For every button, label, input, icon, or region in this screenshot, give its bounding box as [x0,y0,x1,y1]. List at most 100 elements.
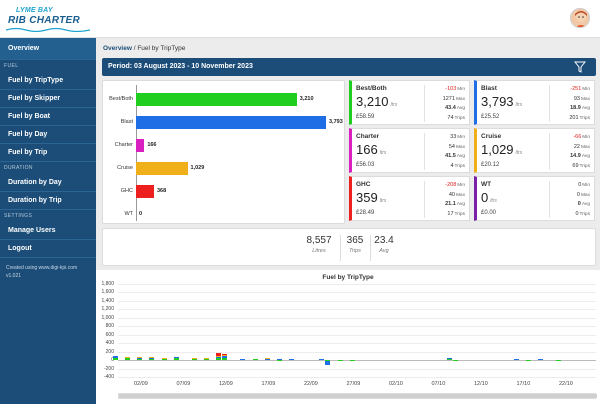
day-bar-segment[interactable] [204,358,210,361]
summary-panel: 8,557 Litres 365 Trips 23.4 Avg [102,228,596,266]
day-bar-segment[interactable] [173,356,179,358]
stat-max-value: 1271 [442,95,455,102]
day-bar-segment[interactable] [222,356,228,358]
stat-trips-label: Trips [454,115,465,121]
day-bar-segment[interactable] [252,359,258,361]
stat-min-value: -208 [445,182,457,188]
day-bar-segment[interactable] [216,358,222,361]
day-bar-segment[interactable] [204,357,210,359]
day-bar-segment[interactable] [325,360,331,362]
day-bar-segment[interactable] [149,357,155,359]
day-bar-segment[interactable] [216,353,222,356]
stat-max: 40Max [445,191,465,201]
sidebar-item-manage-users[interactable]: Manage Users [0,222,96,240]
stat-min-label: Min [457,87,465,92]
kpi-card-ghc[interactable]: GHC 359 ltrs £28.49 -208Min 40Max 21.1Avg 17Tri… [349,176,470,221]
day-bar-segment[interactable] [289,358,295,360]
day-bar-segment[interactable] [173,357,179,361]
stat-min: -66Min [570,133,590,143]
day-bar-segment[interactable] [525,359,531,361]
day-bar-segment[interactable] [319,358,325,360]
sidebar-item-overview[interactable]: Overview [0,38,96,60]
period-label: Period: 03 August 2023 - 10 November 202… [108,63,253,70]
day-bar-segment[interactable] [191,358,197,360]
day-bar-segment[interactable] [161,358,167,361]
kpi-card-charter[interactable]: Charter 166 ltrs £56.03 33Min 54Max 41.5Avg 4Tr… [349,128,470,173]
day-bar-segment[interactable] [264,358,270,360]
sidebar-item-fuel-by-day[interactable]: Fuel by Day [0,126,96,144]
app-logo[interactable]: LYME BAY RIB CHARTER [4,4,96,34]
breadcrumb-overview-link[interactable]: Overview [103,45,132,52]
sidebar-item-fuel-by-triptype[interactable]: Fuel by TripType [0,72,96,90]
day-bar-segment[interactable] [222,353,228,356]
day-bar-segment[interactable] [216,357,222,359]
sidebar-item-fuel-by-trip[interactable]: Fuel by Trip [0,144,96,162]
day-bar-segment[interactable] [349,359,355,361]
stat-max: 22Max [570,143,590,153]
card-name: WT [481,181,492,188]
bar-blast[interactable] [136,116,326,129]
day-bar-segment[interactable] [137,357,143,359]
stat-trips-value: 4 [450,162,454,169]
day-bar-segment[interactable] [222,357,228,361]
day-bar-segment[interactable] [337,359,343,361]
day-bar-segment[interactable] [113,357,118,361]
day-bar-segment[interactable] [452,359,458,361]
card-litres-value: 359 [356,190,378,205]
sidebar-item-fuel-by-boat[interactable]: Fuel by Boat [0,108,96,126]
summary-divider [370,235,371,261]
bar-cruise[interactable] [136,162,188,175]
stat-avg: 14.9Avg [570,152,590,162]
footer-created[interactable]: Created using www.digi-kpi.com [6,265,78,271]
day-bar-segment[interactable] [513,358,519,360]
sidebar-item-fuel-by-skipper[interactable]: Fuel by Skipper [0,90,96,108]
day-bar-segment[interactable] [446,358,452,360]
kpi-card-wt[interactable]: WT 0 ltrs £0.00 0Min 0Max 0Avg 0Trips [474,176,595,221]
day-bar-segment[interactable] [325,360,331,366]
stat-min: -208Min [445,181,465,191]
stat-max-label: Max [455,96,465,102]
card-divider [424,181,425,218]
day-bar-segment[interactable] [556,359,562,361]
day-bar-segment[interactable] [113,355,118,358]
day-bar-segment[interactable] [191,357,197,359]
day-bar-segment[interactable] [446,359,452,361]
kpi-card-cruise[interactable]: Cruise 1,029 ltrs £20.12 -66Min 22Max 14.9Avg 6… [474,128,595,173]
sidebar-footer: Created using www.digi-kpi.com v1.021 [0,258,96,280]
card-name: Cruise [481,133,502,140]
day-bar-segment[interactable] [216,355,222,358]
day-bar-segment[interactable] [276,358,282,360]
day-bar-segment[interactable] [222,355,228,357]
card-litres-value: 1,029 [481,142,514,157]
stat-min: 0Min [575,181,590,191]
stat-trips: 74Trips [443,114,465,124]
kpi-card-best_both[interactable]: Best/Both 3,210 ltrs £58.59 -103Min 1271Max 43… [349,80,470,125]
bar-charter[interactable] [136,139,145,152]
gridline [118,326,596,328]
day-bar-segment[interactable] [125,357,131,359]
filter-icon[interactable] [574,61,586,73]
day-bar-segment[interactable] [240,358,246,360]
day-bar-segment[interactable] [537,359,543,361]
sidebar-item-logout[interactable]: Logout [0,240,96,258]
day-bar-segment[interactable] [191,359,197,361]
card-unit: ltrs [379,198,387,204]
day-bar-segment[interactable] [137,357,143,359]
stat-max-value: 40 [448,191,455,198]
bar-ghc[interactable] [136,185,154,198]
summary-trips-label: Trips [349,248,361,254]
day-bar-segment[interactable] [137,358,143,361]
day-bar-segment[interactable] [161,357,167,359]
day-bar-segment[interactable] [276,359,282,361]
day-bar-segment[interactable] [125,358,131,361]
bar-row: Best/Both 3,210 [103,91,346,108]
scrollbar-thumb[interactable] [119,394,597,398]
triptype-bar-panel: Best/Both 3,210 Blast 3,793 Charter 166 Cruise… [102,80,345,224]
bar-best_both[interactable] [136,93,297,106]
day-bar-segment[interactable] [149,358,155,361]
user-avatar[interactable] [570,8,590,28]
kpi-card-blast[interactable]: Blast 3,793 ltrs £25.52 -251Min 93Max 18.9Avg 2… [474,80,595,125]
sidebar-item-duration-by-trip[interactable]: Duration by Trip [0,192,96,210]
chart-scrollbar[interactable] [118,393,597,399]
sidebar-item-duration-by-day[interactable]: Duration by Day [0,174,96,192]
